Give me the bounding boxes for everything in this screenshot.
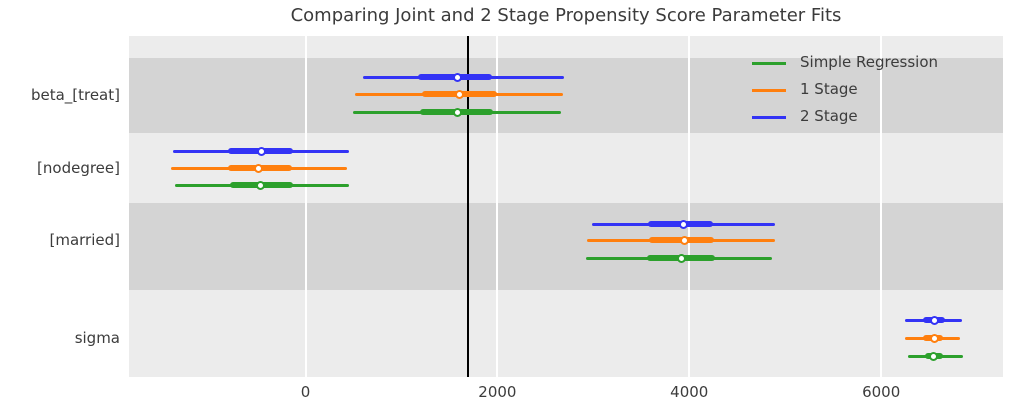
y-axis-label: beta_[treat] (30, 86, 120, 104)
legend-item: 1 Stage (752, 80, 1002, 100)
reference-line (466, 36, 470, 377)
legend-item: Simple Regression (752, 53, 1002, 73)
legend-line-sample (752, 62, 786, 65)
chart-title: Comparing Joint and 2 Stage Propensity S… (290, 5, 842, 26)
legend-label: 1 Stage (800, 80, 858, 98)
plot-area (129, 36, 1003, 377)
x-tick-label: 2000 (478, 383, 517, 401)
x-tick-label: 6000 (862, 383, 901, 401)
median-marker-2-stage (929, 315, 939, 325)
gridline (688, 36, 691, 377)
row-shade-band (129, 203, 1003, 290)
median-marker-2-stage (678, 219, 688, 229)
y-axis-label: [married] (49, 231, 121, 249)
legend-item: 2 Stage (752, 107, 1002, 127)
median-marker-1-stage (454, 89, 464, 99)
median-marker-1-stage (679, 235, 689, 245)
legend-label: 2 Stage (800, 107, 858, 125)
legend-line-sample (752, 116, 786, 119)
median-marker-simple-regression (452, 107, 462, 117)
x-tick-label: 0 (300, 383, 311, 401)
gridline (496, 36, 499, 377)
gridline (304, 36, 307, 377)
median-marker-simple-regression (256, 180, 266, 190)
median-marker-simple-regression (928, 351, 938, 361)
median-marker-simple-regression (676, 253, 686, 263)
median-marker-2-stage (452, 72, 462, 82)
y-axis-label: [nodegree] (37, 159, 120, 177)
legend-label: Simple Regression (800, 53, 939, 71)
legend-line-sample (752, 89, 786, 92)
x-tick-label: 4000 (670, 383, 709, 401)
y-axis-label: sigma (74, 329, 120, 347)
median-marker-2-stage (257, 146, 267, 156)
row-shade-band (129, 58, 1003, 133)
median-marker-1-stage (254, 163, 264, 173)
gridline (880, 36, 883, 377)
median-marker-1-stage (929, 333, 939, 343)
